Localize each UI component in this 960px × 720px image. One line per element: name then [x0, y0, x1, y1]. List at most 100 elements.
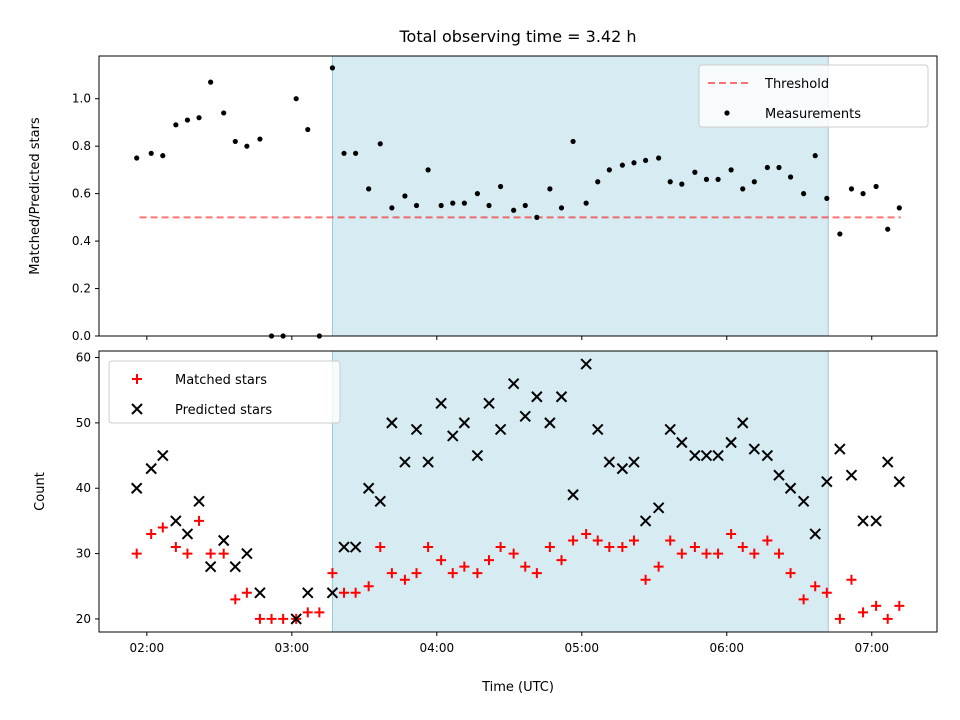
- measurement-point: [160, 153, 166, 159]
- predicted-star-point: [519, 410, 531, 423]
- measurement-point: [196, 115, 202, 121]
- predicted-star-point: [157, 449, 169, 462]
- matched-star-point: [701, 548, 712, 559]
- predicted-star-point: [652, 502, 665, 514]
- ratio-plot-area: [134, 65, 902, 339]
- measurement-point: [305, 126, 311, 133]
- measurement-point: [353, 150, 359, 156]
- predicted-star-point: [809, 528, 821, 540]
- measurement-point: [656, 155, 662, 161]
- predicted-star-point: [217, 534, 230, 547]
- matched-star-point: [146, 528, 157, 539]
- counts-y-tick-label: 30: [76, 547, 91, 561]
- predicted-star-point: [773, 469, 785, 481]
- legend-measurement-marker: [724, 110, 730, 116]
- matched-star-point: [266, 613, 277, 624]
- predicted-star-point: [531, 391, 543, 403]
- predicted-star-point: [362, 482, 375, 494]
- predicted-star-point: [399, 456, 411, 468]
- predicted-star-point: [603, 456, 616, 468]
- matched-star-point: [604, 542, 615, 553]
- predicted-star-point: [483, 397, 495, 409]
- matched-star-point: [411, 568, 422, 579]
- x-tick-label: 02:00: [130, 641, 165, 655]
- matched-star-point: [131, 548, 142, 559]
- matched-star-point: [689, 542, 700, 553]
- measurement-point: [377, 141, 383, 147]
- measurement-point: [703, 176, 710, 182]
- ratio-legend-box: [698, 64, 929, 128]
- predicted-star-point: [725, 436, 737, 449]
- counts-axes-frame: [98, 350, 938, 633]
- predicted-star-point: [338, 541, 350, 553]
- predicted-star-point: [748, 443, 761, 455]
- measurement-point: [402, 193, 408, 199]
- matched-star-point: [617, 542, 628, 553]
- counts-axis-ticks: 20 30 40 50 60 02:00 03:00 04:00 05:00 06:00 07:00: [76, 351, 889, 655]
- measurement-point: [606, 167, 612, 173]
- predicted-star-point: [567, 489, 579, 501]
- measurement-point: [221, 110, 227, 116]
- predicted-star-point: [181, 528, 194, 540]
- matched-star-point: [230, 594, 241, 605]
- measurement-point: [848, 186, 855, 192]
- measurement-point: [728, 167, 734, 173]
- measurement-point: [667, 179, 673, 185]
- x-tick-label: 03:00: [275, 641, 310, 655]
- measurement-point: [740, 186, 746, 192]
- measurement-point: [776, 164, 782, 171]
- matched-star-point: [386, 568, 397, 579]
- measurement-point: [812, 153, 818, 159]
- measurement-point: [522, 202, 528, 209]
- measurement-point: [787, 174, 794, 180]
- matched-star-point: [459, 561, 470, 572]
- ratio-axis-ticks: 0.0 0.2 0.4 0.6 0.8 1.0: [72, 56, 873, 343]
- matched-star-point: [339, 587, 350, 598]
- measurement-point: [413, 202, 420, 209]
- measurement-point: [498, 183, 504, 190]
- matched-star-point: [749, 548, 760, 559]
- predicted-star-point: [664, 423, 676, 436]
- matched-star-point: [894, 600, 905, 611]
- predicted-star-point: [544, 417, 556, 429]
- measurement-point: [329, 65, 336, 71]
- predicted-star-point: [821, 475, 833, 488]
- predicted-star-point: [507, 377, 520, 390]
- x-tick-label: 06:00: [709, 641, 744, 655]
- legend-predicted-marker: [131, 403, 143, 415]
- predicted-star-point: [374, 495, 386, 508]
- predicted-star-point: [130, 482, 143, 494]
- matched-star-point: [665, 535, 676, 546]
- predicted-star-point: [737, 417, 749, 429]
- measurement-point: [715, 176, 721, 182]
- matched-star-point: [423, 542, 434, 553]
- legend-entry-label: Measurements: [765, 107, 861, 122]
- counts-plot-area: [130, 358, 906, 625]
- predicted-star-point: [170, 515, 182, 527]
- measurement-point: [751, 179, 757, 185]
- counts-y-tick-label: 50: [76, 416, 91, 430]
- predicted-star-point: [410, 423, 423, 436]
- predicted-star-point: [254, 587, 266, 599]
- matched-star-point: [399, 574, 410, 585]
- ratio-y-tick-label: 1.0: [72, 92, 91, 106]
- measurement-point: [631, 160, 637, 166]
- matched-star-point: [871, 600, 882, 611]
- ratio-legend: Threshold Measurements: [698, 64, 929, 128]
- matched-star-point: [882, 613, 893, 624]
- predicted-star-point: [241, 547, 253, 560]
- matched-star-point: [254, 613, 265, 624]
- predicted-star-point: [797, 495, 810, 508]
- measurement-point: [461, 200, 467, 206]
- predicted-star-point: [494, 423, 507, 436]
- measurement-point: [257, 136, 263, 142]
- x-tick-label: 07:00: [854, 641, 889, 655]
- measurement-point: [293, 96, 299, 102]
- measurement-point: [873, 183, 879, 190]
- measurement-point: [208, 79, 214, 85]
- matched-star-point: [205, 548, 216, 559]
- matched-star-point: [327, 568, 338, 579]
- matched-star-point: [568, 535, 579, 546]
- measurement-point: [801, 191, 807, 197]
